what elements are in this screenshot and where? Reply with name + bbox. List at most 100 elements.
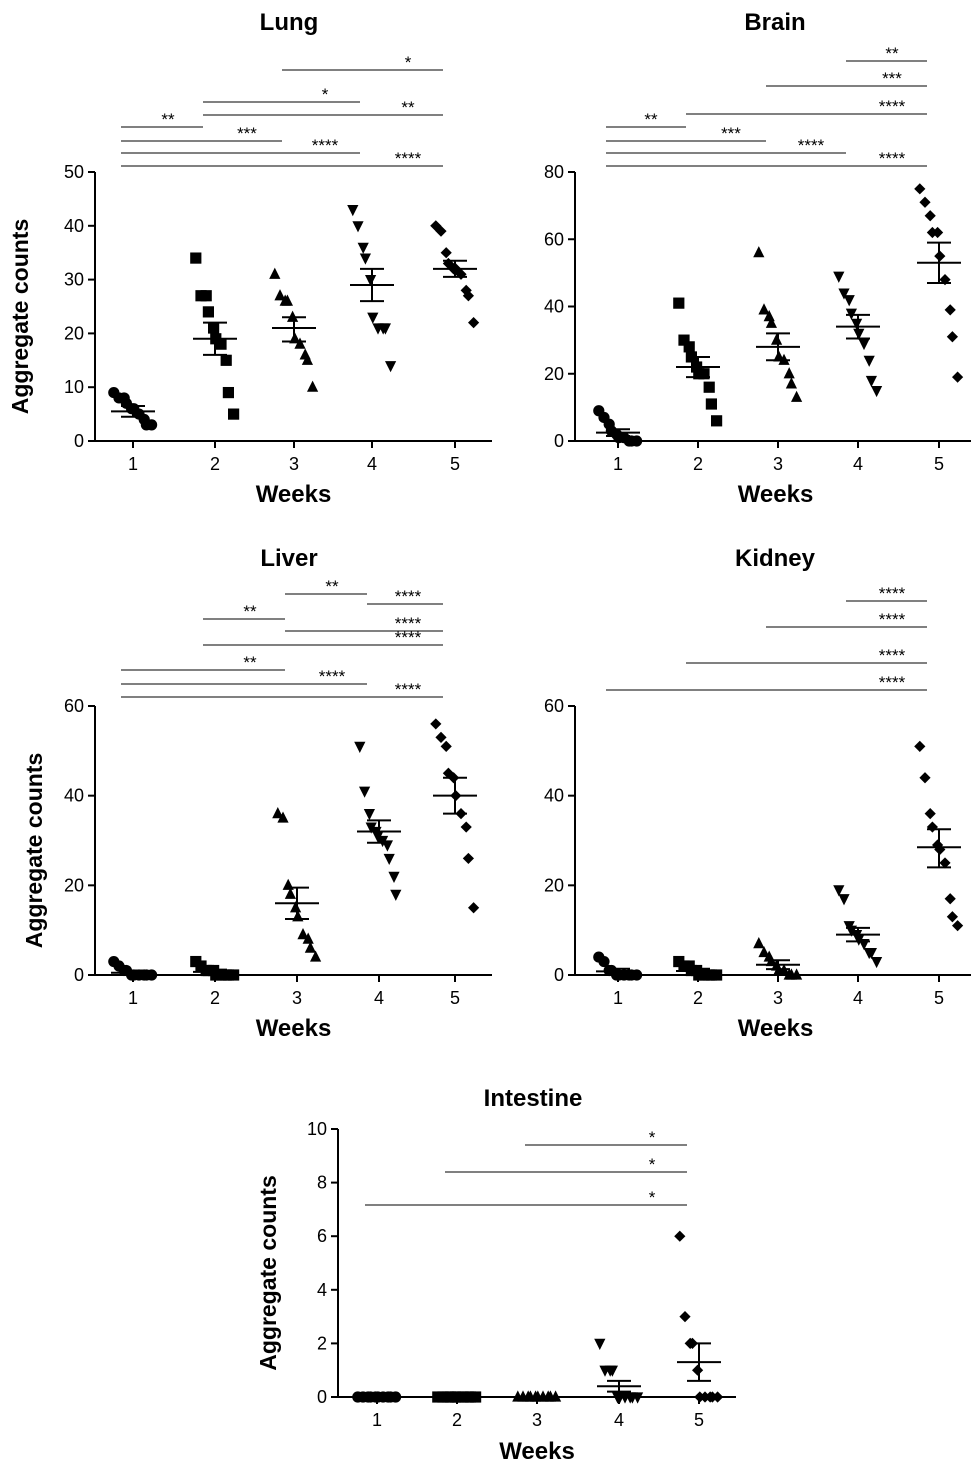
data-point — [294, 337, 306, 349]
data-point — [914, 183, 926, 195]
x-tick-label: 1 — [128, 988, 138, 1008]
data-point — [598, 955, 610, 968]
data-point — [228, 408, 240, 420]
data-point — [290, 901, 302, 913]
data-point — [753, 937, 765, 949]
x-axis-label: Weeks — [256, 1015, 332, 1042]
data-point — [791, 390, 803, 402]
significance-label: **** — [395, 628, 422, 647]
data-point — [220, 354, 232, 366]
y-tick-label: 40 — [64, 216, 84, 236]
y-tick-label: 10 — [307, 1119, 327, 1139]
data-point — [468, 902, 480, 914]
data-point — [359, 253, 371, 265]
data-point — [606, 1365, 618, 1377]
data-point — [379, 323, 391, 335]
data-point — [301, 353, 313, 365]
y-tick-label: 40 — [544, 786, 564, 806]
y-axis-label: Aggregate counts — [21, 753, 47, 949]
data-point — [190, 252, 202, 264]
data-point — [460, 821, 472, 833]
y-tick-label: 50 — [64, 162, 84, 182]
data-point — [277, 811, 289, 823]
data-point — [926, 821, 938, 833]
y-tick-label: 30 — [64, 270, 84, 290]
significance-label: **** — [319, 667, 346, 686]
significance-label: **** — [798, 136, 825, 155]
x-tick-label: 1 — [613, 454, 623, 474]
y-tick-label: 0 — [554, 431, 564, 451]
data-point — [359, 786, 371, 798]
y-tick-label: 20 — [64, 875, 84, 895]
x-tick-label: 5 — [450, 454, 460, 474]
x-tick-label: 4 — [614, 1410, 624, 1430]
data-point — [863, 355, 875, 367]
x-axis-label: Weeks — [738, 481, 814, 508]
significance-label: * — [322, 85, 329, 104]
x-tick-label: 1 — [613, 988, 623, 1008]
x-tick-label: 4 — [374, 988, 384, 1008]
panel-title: Intestine — [484, 1085, 583, 1112]
x-tick-label: 5 — [694, 1410, 704, 1430]
y-tick-label: 10 — [64, 377, 84, 397]
data-point — [932, 226, 944, 239]
data-point — [679, 1311, 691, 1323]
data-point — [858, 338, 870, 351]
data-point — [765, 316, 777, 328]
y-axis-label: Aggregate counts — [7, 219, 33, 415]
data-point — [310, 950, 322, 962]
significance-label: **** — [395, 614, 422, 633]
data-point — [946, 911, 958, 923]
data-point — [758, 303, 770, 315]
data-point — [272, 807, 284, 819]
y-tick-label: 2 — [317, 1333, 327, 1353]
y-tick-label: 60 — [64, 696, 84, 716]
data-point — [208, 322, 220, 334]
data-point — [462, 290, 474, 302]
panel-title: Brain — [744, 9, 805, 36]
data-point — [435, 225, 447, 237]
data-point — [462, 852, 474, 865]
data-point — [354, 741, 366, 753]
data-point — [468, 317, 480, 329]
y-axis-label: Aggregate counts — [255, 1175, 281, 1371]
significance-label: **** — [879, 584, 906, 603]
x-tick-label: 5 — [450, 988, 460, 1008]
data-point — [838, 288, 850, 300]
data-point — [430, 718, 442, 730]
y-tick-label: 6 — [317, 1226, 327, 1246]
y-tick-label: 60 — [544, 696, 564, 716]
data-point — [442, 257, 454, 270]
data-point — [365, 275, 377, 287]
significance-label: **** — [395, 149, 422, 168]
significance-label: **** — [312, 136, 339, 155]
data-point — [269, 267, 281, 279]
panel-title: Lung — [260, 9, 319, 36]
x-tick-label: 5 — [934, 454, 944, 474]
data-point — [833, 885, 845, 897]
data-point — [200, 290, 212, 302]
x-tick-label: 4 — [853, 988, 863, 1008]
y-tick-label: 20 — [544, 875, 564, 895]
data-point — [914, 740, 926, 752]
data-point — [302, 932, 314, 944]
x-tick-label: 4 — [853, 454, 863, 474]
data-point — [385, 361, 397, 373]
significance-label: **** — [395, 680, 422, 699]
data-point — [228, 969, 240, 981]
x-axis-label: Weeks — [738, 1015, 814, 1042]
data-point — [594, 1338, 606, 1350]
data-point — [460, 284, 472, 296]
significance-label: ** — [325, 577, 339, 596]
data-point — [783, 367, 795, 379]
data-point — [357, 242, 369, 254]
data-point — [753, 246, 765, 258]
x-tick-label: 1 — [128, 454, 138, 474]
significance-label: **** — [879, 97, 906, 116]
x-tick-label: 3 — [773, 988, 783, 1008]
significance-label: ** — [401, 98, 415, 117]
data-point — [383, 853, 395, 866]
x-tick-label: 5 — [934, 988, 944, 1008]
significance-label: * — [649, 1188, 656, 1207]
